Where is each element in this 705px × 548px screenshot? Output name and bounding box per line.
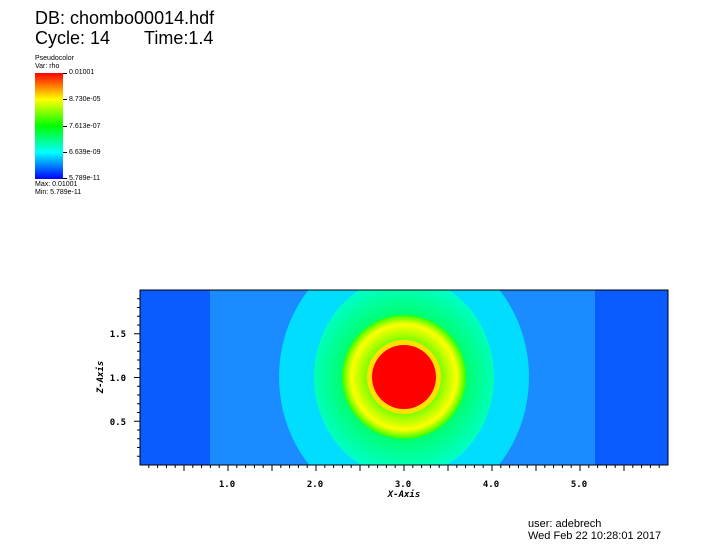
time-label: Time:1.4 bbox=[144, 28, 214, 48]
axis-ticks bbox=[134, 298, 660, 471]
x-tick-label: 1.0 bbox=[219, 480, 235, 490]
colorbar-label-1: 8.730e-05 bbox=[69, 96, 101, 103]
x-tick-label: 2.0 bbox=[307, 480, 323, 490]
colorbar-tick bbox=[63, 99, 67, 100]
colorbar-label-3: 6.639e-09 bbox=[69, 149, 101, 156]
colorbar-tick bbox=[63, 73, 67, 74]
y-axis-title: Z-Axis bbox=[95, 361, 106, 395]
database-title: DB: chombo00014.hdf bbox=[35, 8, 215, 28]
legend-min: Min: 5.789e-11 bbox=[35, 189, 82, 196]
colorbar-label-2: 7.613e-07 bbox=[69, 123, 101, 130]
user-label: user: adebrech bbox=[528, 518, 602, 530]
colorbar-label-0: 0.01001 bbox=[69, 69, 95, 76]
colorbar-tick bbox=[63, 178, 67, 179]
legend-variable: Var: rho bbox=[35, 63, 60, 70]
x-tick-label: 4.0 bbox=[483, 480, 499, 490]
x-tick-label: 3.0 bbox=[395, 480, 411, 490]
date-label: Wed Feb 22 10:28:01 2017 bbox=[528, 530, 662, 542]
legend-title: Pseudocolor bbox=[35, 55, 74, 62]
y-tick-label: 0.5 bbox=[110, 418, 126, 428]
density-field bbox=[140, 290, 668, 465]
field-core-red bbox=[372, 345, 436, 409]
colorbar-tick bbox=[63, 126, 67, 127]
legend-max: Max: 0.01001 bbox=[35, 181, 78, 188]
colorbar-tick bbox=[63, 152, 67, 153]
x-axis-title: X-Axis bbox=[387, 489, 421, 500]
colorbar bbox=[35, 73, 63, 179]
cycle-label: Cycle: 14 bbox=[35, 28, 111, 48]
x-tick-label: 5.0 bbox=[571, 480, 587, 490]
y-tick-label: 1.0 bbox=[110, 374, 126, 384]
colorbar-label-4: 5.789e-11 bbox=[69, 175, 101, 182]
y-tick-label: 1.5 bbox=[110, 330, 126, 340]
cycle-time-line: Cycle: 14 Time:1.4 bbox=[35, 28, 213, 48]
